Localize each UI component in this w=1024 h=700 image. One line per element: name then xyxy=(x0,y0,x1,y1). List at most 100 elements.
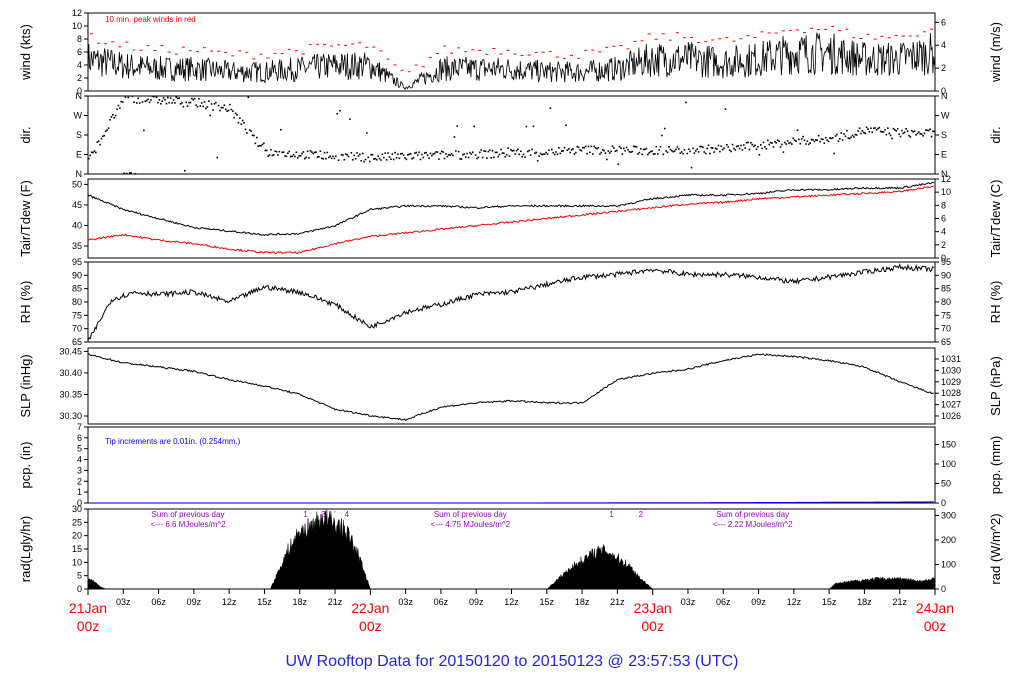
tick-label-right: 65 xyxy=(941,337,951,347)
dir-point xyxy=(599,153,601,155)
dir-point xyxy=(164,98,166,101)
dir-point xyxy=(555,151,557,153)
dir-point xyxy=(769,141,772,144)
dir-point xyxy=(96,141,99,143)
dir-point xyxy=(531,148,533,151)
dir-point xyxy=(402,154,405,157)
dir-point xyxy=(721,148,724,151)
dir-point xyxy=(514,153,516,155)
dir-point xyxy=(247,96,250,99)
dir-point xyxy=(126,172,128,174)
dir-point xyxy=(234,112,237,115)
dir-point xyxy=(216,156,219,159)
dir-point xyxy=(535,151,538,154)
dir-point xyxy=(699,145,701,148)
dir-point xyxy=(517,148,519,151)
dir-point xyxy=(642,148,645,151)
dir-point xyxy=(717,144,720,147)
dir-point xyxy=(735,145,738,148)
dir-point xyxy=(793,139,796,141)
dir-point xyxy=(311,151,313,153)
dir-point xyxy=(380,159,382,161)
dir-point xyxy=(178,97,180,99)
dir-point xyxy=(614,150,617,153)
dir-point xyxy=(470,153,473,155)
dir-point xyxy=(625,146,628,149)
time-tick-label: 03z xyxy=(681,597,696,607)
tick-label-right: 2 xyxy=(941,63,946,73)
dir-point xyxy=(354,157,357,160)
dir-point xyxy=(500,148,502,151)
dir-point xyxy=(103,134,106,137)
dir-point xyxy=(774,140,776,143)
dir-point xyxy=(483,150,485,152)
dir-point xyxy=(679,152,682,155)
dir-point xyxy=(488,149,491,151)
dir-point xyxy=(120,100,123,103)
dir-point xyxy=(695,150,697,152)
dir-point xyxy=(281,151,283,154)
dir-point xyxy=(457,150,460,153)
dir-point xyxy=(192,98,195,101)
dir-point xyxy=(815,139,817,141)
tick-label-right: 0 xyxy=(941,253,946,263)
dir-point xyxy=(685,101,687,104)
panel-frame xyxy=(87,261,936,343)
dir-point xyxy=(471,151,474,154)
dir-point xyxy=(623,147,625,150)
dir-point xyxy=(486,157,488,159)
dir-point xyxy=(323,151,326,154)
series-pcp-0 xyxy=(88,501,934,503)
dir-point xyxy=(631,150,634,153)
tick-label-left: 80 xyxy=(72,297,82,307)
dir-point xyxy=(638,151,641,154)
dir-point xyxy=(841,139,844,141)
dir-point xyxy=(548,149,550,152)
dir-point xyxy=(655,145,658,148)
dir-point xyxy=(223,104,226,107)
dir-point xyxy=(830,137,833,140)
dir-point xyxy=(909,136,912,138)
dir-point xyxy=(534,152,536,155)
axis-label-right: wind (m/s) xyxy=(988,22,1003,83)
dir-point xyxy=(106,129,108,131)
dir-point xyxy=(405,158,408,161)
dir-point xyxy=(905,127,907,130)
dir-point xyxy=(726,144,728,146)
dir-point xyxy=(916,132,919,135)
dir-point xyxy=(577,146,580,149)
dir-point xyxy=(113,116,116,119)
page-title: UW Rooftop Data for 20150120 to 20150123… xyxy=(286,653,739,670)
dir-point xyxy=(799,142,802,145)
dir-point xyxy=(114,114,117,117)
dir-point xyxy=(264,149,267,152)
tick-label-left: 2 xyxy=(77,73,82,83)
radiation-sum-label: Sum of previous day xyxy=(434,510,507,519)
dir-point xyxy=(572,148,574,150)
dir-point xyxy=(308,157,310,159)
dir-point xyxy=(566,149,569,151)
dir-point xyxy=(696,148,699,151)
dir-point xyxy=(755,148,758,150)
dir-point xyxy=(503,152,505,155)
tick-label-left: 0 xyxy=(77,86,82,96)
dir-point xyxy=(798,138,800,141)
dir-point xyxy=(864,132,867,135)
dir-point xyxy=(189,101,192,104)
time-tick-label: 06z xyxy=(716,597,731,607)
time-tick-label: 18z xyxy=(575,597,590,607)
dir-point xyxy=(783,141,786,144)
axis-label-left: SLP (inHg) xyxy=(18,354,33,417)
dir-point xyxy=(672,150,675,153)
axis-label-right: Tair/Tdew (C) xyxy=(988,179,1003,257)
dir-point xyxy=(922,134,924,137)
dir-point xyxy=(446,155,449,158)
radiation-peak-mark: 1 xyxy=(609,510,614,519)
dir-point xyxy=(719,150,721,153)
dir-point xyxy=(933,130,935,133)
tick-label-right: 1026 xyxy=(941,411,961,421)
tick-label-left: 40 xyxy=(72,220,82,230)
tick-label-left: 65 xyxy=(72,337,82,347)
dir-point xyxy=(720,145,723,148)
dir-point xyxy=(854,133,857,136)
